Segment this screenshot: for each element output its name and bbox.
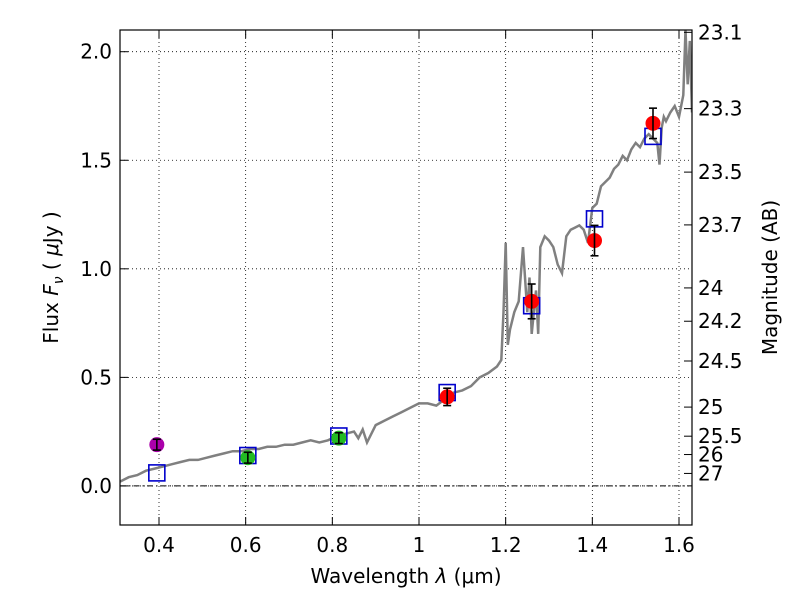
mag-tick-label: 25.5 — [698, 424, 743, 448]
photometry-points — [148, 107, 662, 482]
error-bar — [243, 451, 252, 464]
model-photometry-square — [585, 210, 604, 228]
x-tick-label: 1 — [413, 533, 426, 557]
mag-tick-label: 24.5 — [698, 349, 743, 373]
x-axis-label: Wavelength λ (μm) — [310, 564, 501, 588]
x-tick-label: 1.4 — [576, 533, 608, 557]
y-tick-label: 0.0 — [80, 474, 112, 498]
x-tick-label: 0.6 — [230, 533, 262, 557]
error-bar — [527, 283, 536, 320]
x-tick-label: 1.2 — [490, 533, 522, 557]
y-tick-label: 1.5 — [80, 148, 112, 172]
y-tick-label: 2.0 — [80, 40, 112, 64]
error-bar — [590, 224, 599, 257]
x-tick-label: 0.4 — [143, 533, 175, 557]
plot-frame — [119, 29, 693, 526]
error-bar — [649, 107, 657, 140]
mag-tick-label: 27 — [698, 461, 723, 485]
mag-tick-label: 24 — [698, 276, 723, 300]
model-photometry-square — [148, 464, 166, 482]
x-tick-label: 0.8 — [316, 533, 348, 557]
magnitude-axis-label: Magnitude (AB) — [758, 200, 782, 355]
error-bar — [443, 387, 452, 407]
model-spectrum-line — [120, 30, 692, 483]
axis-ticks: 0.4 0.6 0.8 1 1.2 1.4 1.6 0.0 0.5 1.0 1.5 2.0 23.1 23… — [80, 20, 742, 557]
grid-lines — [120, 30, 692, 525]
y-tick-label: 1.0 — [80, 257, 112, 281]
y-tick-label: 0.5 — [80, 365, 112, 389]
mag-tick-label: 24.2 — [698, 309, 743, 333]
mag-tick-label: 23.3 — [698, 97, 743, 121]
mag-tick-label: 26 — [698, 443, 723, 467]
error-bar — [152, 438, 161, 451]
mag-tick-label: 23.7 — [698, 213, 743, 237]
mag-tick-label: 23.5 — [698, 160, 743, 184]
x-tick-label: 1.6 — [663, 533, 695, 557]
mag-tick-label: 25 — [698, 395, 723, 419]
error-bar — [334, 431, 343, 445]
y-axis-label: Flux Fν ( μJy ) — [39, 211, 67, 343]
mag-tick-label: 23.1 — [698, 20, 743, 44]
